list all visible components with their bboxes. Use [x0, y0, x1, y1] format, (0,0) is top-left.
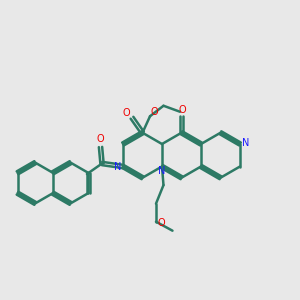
Text: O: O: [151, 107, 158, 117]
Text: O: O: [122, 108, 130, 118]
Text: N: N: [158, 166, 166, 176]
Text: N: N: [114, 161, 121, 172]
Text: O: O: [158, 218, 165, 228]
Text: O: O: [97, 134, 104, 145]
Text: O: O: [178, 105, 186, 115]
Text: N: N: [242, 137, 249, 148]
